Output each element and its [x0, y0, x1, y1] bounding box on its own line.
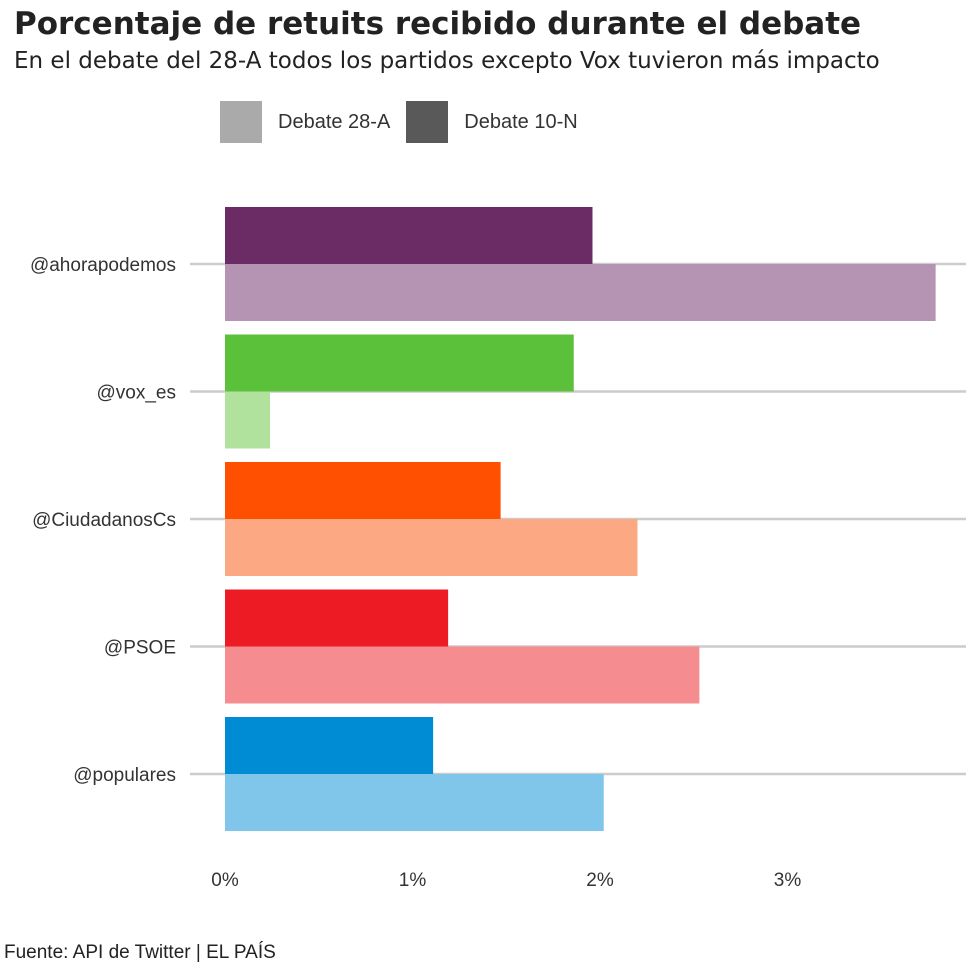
legend: Debate 28-A Debate 10-N [220, 101, 594, 143]
legend-swatch-10n [406, 101, 449, 143]
legend-swatch-28a [220, 101, 262, 143]
bar-28a [225, 391, 270, 449]
category-label: @PSOE [104, 638, 176, 659]
bar-28a [225, 646, 700, 704]
x-tick-label: 3% [774, 870, 802, 891]
chart-subtitle: En el debate del 28-A todos los partidos… [14, 48, 880, 74]
bar-28a [225, 264, 936, 321]
category-label: @CiudadanosCs [32, 510, 176, 531]
legend-label-28a: Debate 28-A [278, 110, 391, 133]
x-tick-label: 2% [586, 870, 614, 891]
bar-10n [225, 334, 574, 392]
legend-label-10n: Debate 10-N [464, 110, 578, 133]
bar-28a [225, 519, 638, 576]
bar-28a [225, 774, 604, 831]
category-label: @ahorapodemos [30, 255, 176, 276]
x-tick-label: 0% [211, 870, 239, 891]
category-label: @vox_es [97, 383, 177, 404]
category-label: @populares [73, 765, 176, 786]
bar-chart: @ahorapodemos @vox_es @CiudadanosCs @PSOE @p… [30, 207, 966, 891]
x-tick-label: 1% [399, 870, 427, 891]
bar-10n [225, 589, 449, 647]
bar-10n [225, 717, 434, 774]
source-caption: Fuente: API de Twitter | EL PAÍS [4, 942, 276, 963]
bar-10n [225, 462, 501, 519]
chart-title: Porcentaje de retuits recibido durante e… [14, 6, 862, 42]
legend-item-10n: Debate 10-N [406, 101, 578, 143]
legend-item-28a: Debate 28-A [220, 101, 390, 143]
bar-10n [225, 207, 593, 264]
